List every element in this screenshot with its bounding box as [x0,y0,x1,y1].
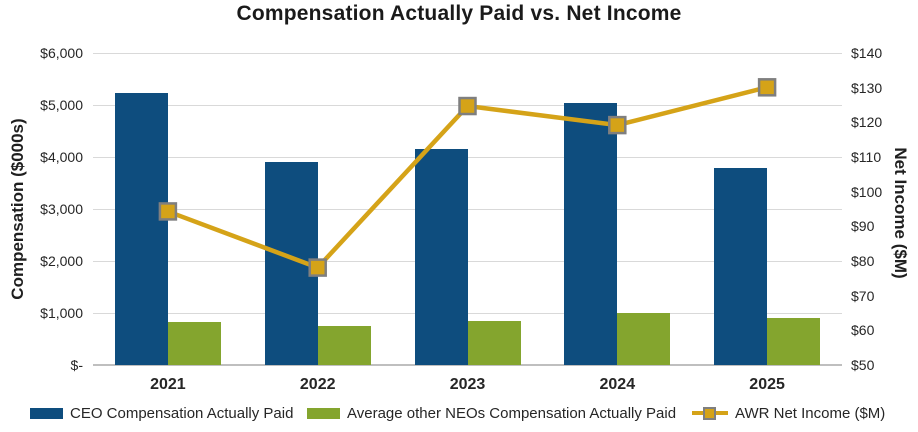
neo-compensation-bar-2023 [467,321,521,365]
net-income-line-swatch-icon [692,406,728,421]
neo-bar-swatch-icon [307,407,340,419]
legend-item-net-income: AWR Net Income ($M) [692,404,885,422]
x-axis-line [93,364,842,366]
net-income-marker-2023 [458,96,477,116]
right-axis-tick-label: $80 [851,253,875,269]
left-axis-tick-label: $5,000 [40,97,83,113]
left-axis-tick-label: $2,000 [40,253,83,269]
left-axis-tick-label: $4,000 [40,149,83,165]
legend-label-net-income: AWR Net Income ($M) [735,404,886,422]
right-axis-tick-label: $70 [851,287,875,304]
neo-compensation-bar-2024 [617,313,671,365]
chart-legend: CEO Compensation Actually Paid Average ot… [0,404,918,424]
ceo-compensation-bar-2021 [114,93,168,365]
legend-item-neo: Average other NEOs Compensation Actually… [307,404,676,422]
right-axis-tick-label: $140 [851,45,883,61]
right-axis-tick-label: $60 [851,322,875,339]
ceo-compensation-bar-2024 [564,102,618,365]
x-axis-label-2021: 2021 [150,376,186,393]
left-axis-tick-label: $6,000 [40,45,83,61]
right-axis-tick-label: $90 [851,218,875,235]
right-axis-tick-label: $50 [851,357,875,373]
net-income-marker-2022 [308,258,327,277]
legend-label-ceo: CEO Compensation Actually Paid [70,404,294,422]
legend-item-ceo: CEO Compensation Actually Paid [30,404,293,422]
left-axis-tick-label: $- [70,357,83,373]
left-axis-tick-label: $1,000 [40,305,83,321]
legend-label-neo: Average other NEOs Compensation Actually… [347,404,677,422]
chart-title: Compensation Actually Paid vs. Net Incom… [236,2,682,25]
left-axis-tick-label: $3,000 [40,201,83,217]
x-axis-label-2025: 2025 [749,376,785,393]
right-axis-tick-label: $110 [851,149,882,165]
x-axis-label-2022: 2022 [299,376,336,393]
net-income-marker-2025 [757,78,777,97]
gridline [93,209,842,210]
net-income-marker-2021 [158,202,178,221]
right-axis-tick-label: $120 [851,114,883,131]
gridline [93,313,842,314]
neo-compensation-bar-2021 [167,322,221,365]
x-axis-label-2023: 2023 [449,376,486,393]
gridline [93,53,842,54]
gridline [93,261,842,262]
gridline [93,157,842,158]
right-axis-tick-label: $130 [851,79,883,96]
x-axis-label-2024: 2024 [599,376,636,393]
ceo-compensation-bar-2023 [414,148,468,365]
neo-compensation-bar-2025 [767,317,821,365]
right-axis-tick-label: $100 [851,183,883,200]
ceo-compensation-bar-2025 [714,168,768,365]
neo-compensation-bar-2022 [317,326,371,365]
net-income-marker-2024 [608,115,627,135]
ceo-bar-swatch-icon [30,407,63,419]
